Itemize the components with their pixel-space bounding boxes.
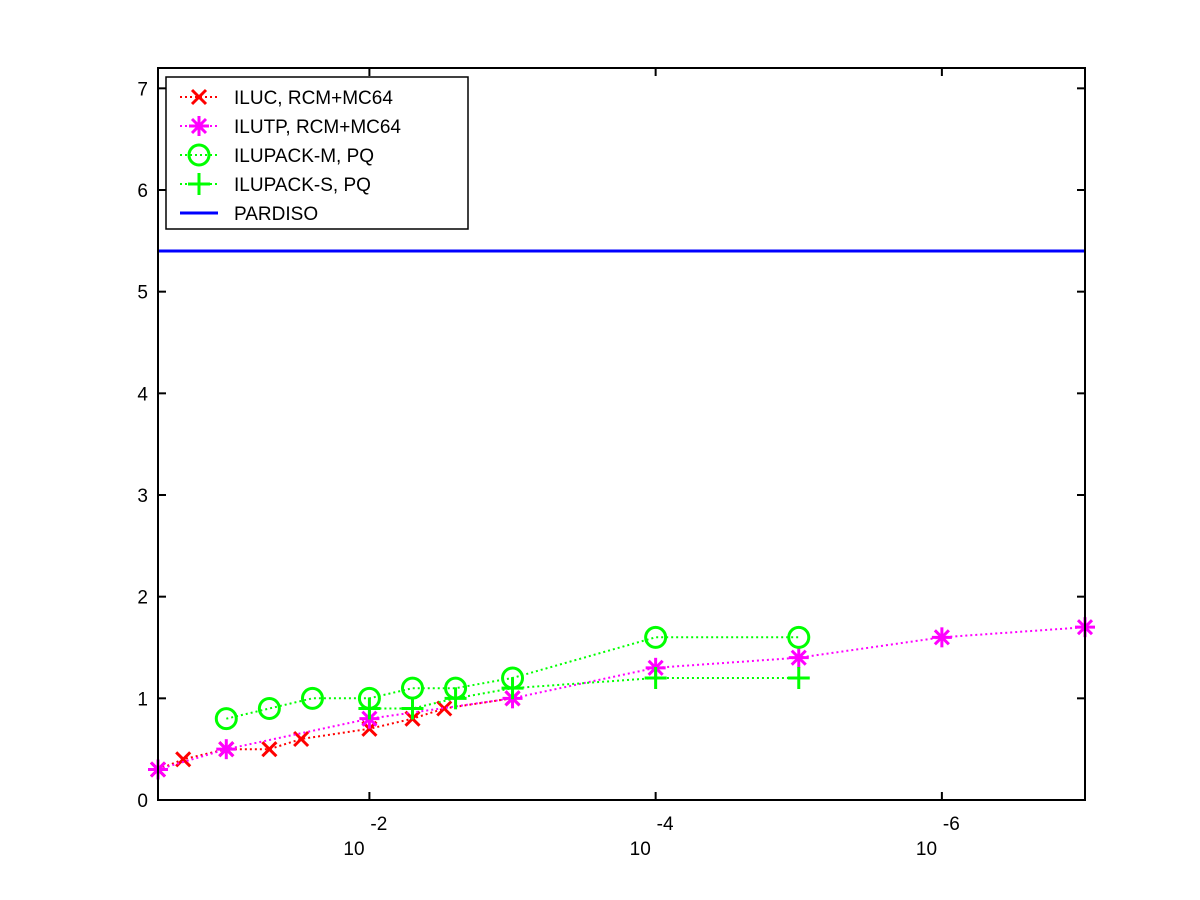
legend-entry-pardiso: PARDISO [180,204,318,225]
legend-marker [187,143,211,167]
legend-marker [189,116,209,136]
ticks-layer: 0 1 2 3 4 5 6 7 10 -2 10 -4 10 -6 [137,68,1085,860]
legend-entry-ilutp-rcm-mc64: ILUTP, RCM+MC64 [180,116,401,138]
axes-frame [157,67,1086,801]
data-point-ilutp-rcm-mc64 [788,647,809,668]
data-point-ilupack-m-pq [300,686,324,710]
x-tick-label-base: 10 [630,839,651,860]
legend-box [165,76,469,230]
x-tick-label-exponent: -6 [943,814,960,835]
data-point-ilupack-m-pq [214,707,238,731]
legend-label: ILUPACK-M, PQ [234,146,374,167]
y-tick-label: 2 [137,588,148,609]
y-tick-label: 1 [137,689,148,710]
legend-label: ILUPACK-S, PQ [234,175,371,196]
y-tick-label: 5 [137,283,148,304]
x-tick-label-base: 10 [916,839,937,860]
data-point-ilupack-s-pq [644,667,667,689]
data-point-ilupack-m-pq [257,697,281,720]
y-tick-label: 6 [137,181,148,202]
legend-marker [188,173,210,195]
x-tick-label-base: 10 [343,839,364,860]
legend-entry-ilupack-s-pq: ILUPACK-S, PQ [180,173,371,196]
data-point-iluc-rcm-mc64 [261,741,278,758]
data-point-iluc-rcm-mc64 [436,700,453,717]
data-point-ilupack-s-pq [401,697,424,720]
data-point-ilupack-s-pq [444,687,467,710]
data-point-iluc-rcm-mc64 [293,730,310,748]
data-point-ilupack-s-pq [358,697,381,720]
series-line-iluc-rcm-mc64 [157,697,513,771]
data-point-ilupack-s-pq [501,677,524,700]
legend-entry-iluc-rcm-mc64: ILUC, RCM+MC64 [180,88,393,109]
legend-label: ILUTP, RCM+MC64 [234,117,401,138]
data-point-ilutp-rcm-mc64 [931,627,952,648]
legend-label: PARDISO [234,204,318,225]
data-point-ilutp-rcm-mc64 [216,739,237,760]
series-layer [148,249,1095,780]
legend-marker [190,88,208,106]
y-tick-label: 7 [137,79,148,100]
data-point-ilupack-m-pq [787,625,811,649]
x-tick-label-exponent: -2 [370,814,387,835]
data-point-ilupack-s-pq [787,667,810,689]
y-tick-label: 0 [137,791,148,812]
legend: ILUC, RCM+MC64 ILUTP, RCM+MC64 ILUPACK-M, … [165,76,469,230]
x-tick-label-exponent: -4 [657,814,674,835]
data-point-ilupack-m-pq [644,625,668,649]
y-tick-label: 3 [137,486,148,507]
legend-entry-ilupack-m-pq: ILUPACK-M, PQ [180,143,374,167]
legend-label: ILUC, RCM+MC64 [234,88,393,109]
series-ilupack-s-pq [358,667,810,720]
y-tick-label: 4 [137,384,148,405]
